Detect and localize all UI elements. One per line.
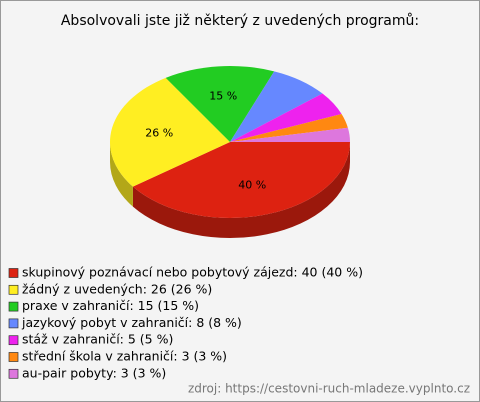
pie-slice — [132, 142, 350, 218]
pie-slice — [230, 114, 348, 142]
pie-side — [132, 142, 350, 238]
legend-label: žádný z uvedených: 26 (26 %) — [22, 281, 212, 296]
legend-swatch — [8, 352, 19, 362]
legend-swatch — [8, 335, 19, 346]
pie-slice — [230, 93, 342, 142]
legend-label: jazykový pobyt v zahraničí: 8 (8 %) — [21, 315, 242, 330]
legend-label: praxe v zahraničí: 15 (15 %) — [22, 298, 199, 313]
legend-swatch — [8, 284, 19, 295]
source: zdroj: https://cestovni-ruch-mladeze.vyp… — [188, 382, 470, 396]
slice-label: 40 % — [238, 178, 266, 191]
legend-label: au-pair pobyty: 3 (3 %) — [22, 365, 166, 380]
legend-label: střední škola v zahraničí: 3 (3 %) — [22, 349, 227, 364]
pie-side — [110, 142, 133, 207]
pie-slice — [230, 71, 323, 142]
legend-label: stáž v zahraničí: 5 (5 %) — [22, 332, 173, 347]
chart-title: Absolvovali jste již některý z uvedených… — [61, 13, 419, 29]
legend-label: skupinový poznávací nebo pobytový zájezd… — [22, 265, 363, 280]
legend-swatch — [8, 301, 19, 312]
slice-label: 15 % — [209, 90, 237, 103]
pie-slice — [165, 66, 275, 142]
legend-swatch — [8, 318, 19, 329]
legend-swatch — [8, 368, 19, 379]
slice-label: 26 % — [145, 126, 173, 139]
pie-slice — [110, 77, 230, 187]
legend-swatch — [8, 268, 19, 278]
pie-slice — [230, 127, 350, 142]
